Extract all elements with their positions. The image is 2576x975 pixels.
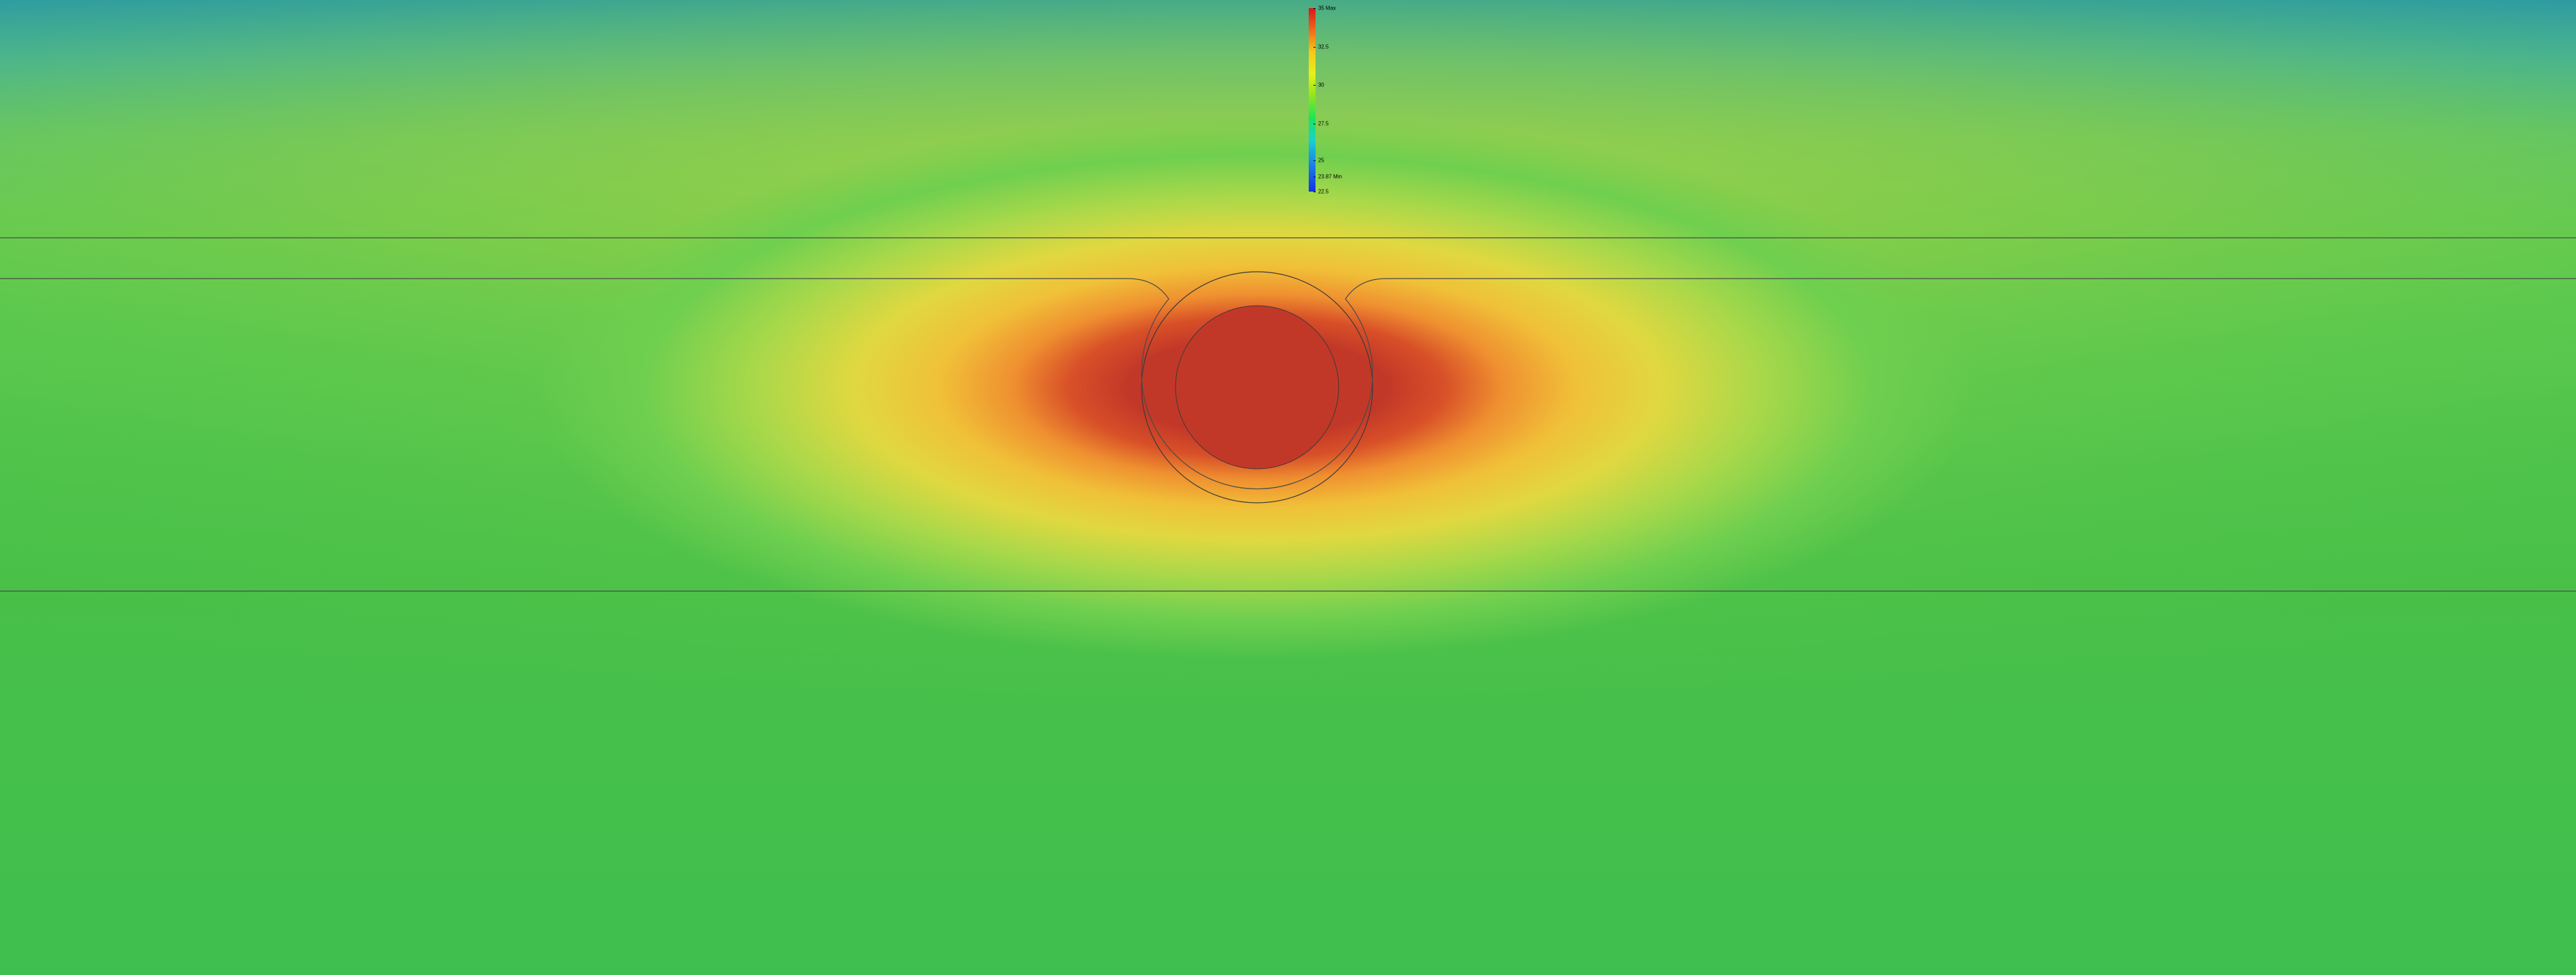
legend-label: 25 (1318, 158, 1324, 164)
legend-color-bar (1309, 8, 1316, 192)
legend-labels: 35 Max 32.5 30 27.5 25 23.87 Min 22.5 (1316, 8, 1353, 192)
legend-label: 35 Max (1318, 5, 1336, 12)
legend-tick (1313, 85, 1316, 86)
simulation-viewport: 35 Max 32.5 30 27.5 25 23.87 Min 22.5 (0, 0, 2576, 975)
legend-label: 22.5 (1318, 189, 1329, 195)
contour-scene (0, 0, 2576, 975)
legend-label: 30 (1318, 82, 1324, 88)
hot-halo (0, 0, 2576, 975)
pipe-core (1176, 306, 1339, 469)
color-legend: 35 Max 32.5 30 27.5 25 23.87 Min 22.5 (1309, 8, 1353, 192)
legend-tick (1313, 47, 1316, 48)
legend-tick (1313, 8, 1316, 9)
legend-tick (1313, 160, 1316, 161)
legend-label: 23.87 Min (1318, 174, 1342, 180)
legend-label: 32.5 (1318, 43, 1329, 50)
legend-label: 27.5 (1318, 121, 1329, 127)
